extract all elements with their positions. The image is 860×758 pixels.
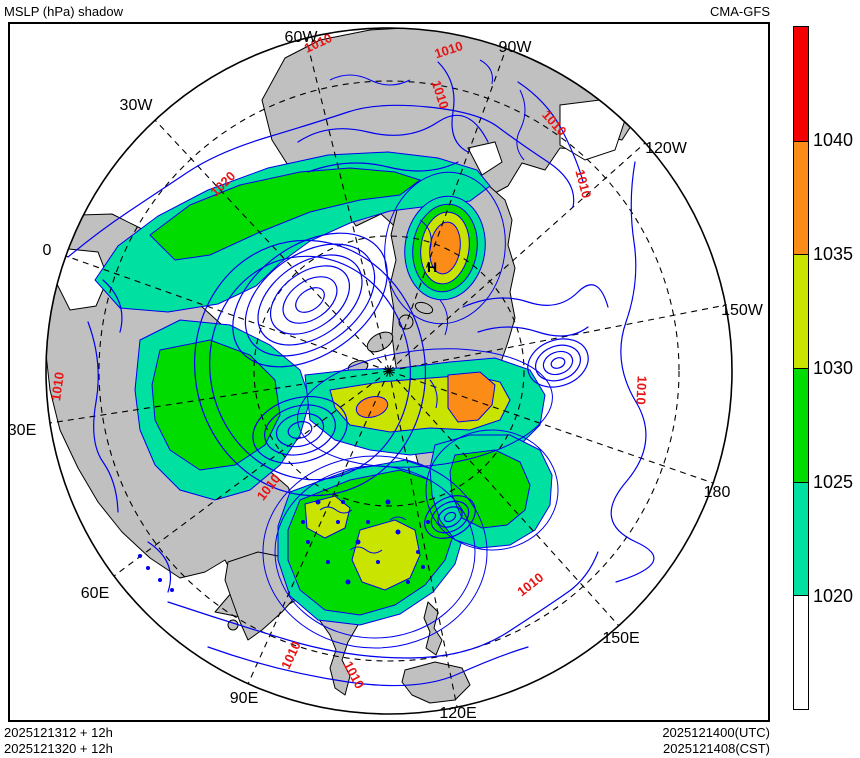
colorbar-tick: 1035 xyxy=(813,244,854,264)
land-borneo xyxy=(401,661,471,704)
valid-time-utc: 2025121400(UTC) xyxy=(662,725,770,740)
map-content: 1010 1010 1010 1010 1010 1020 1010 1010 … xyxy=(46,28,732,714)
init-time-line2: 2025121320 + 12h xyxy=(4,741,113,756)
contour-ring xyxy=(297,348,553,468)
fill-1030-china xyxy=(351,519,421,591)
colorbar-tick: 1020 xyxy=(813,586,854,606)
small-low-rings xyxy=(424,338,589,539)
isobar xyxy=(167,551,599,659)
longitude-labels: 60W 90W 120W 150W 180 150E 120E 90E 60E … xyxy=(8,29,764,722)
isobar xyxy=(462,284,609,308)
colorbar-tick: 1030 xyxy=(813,358,854,378)
page-title: MSLP (hPa) shadow xyxy=(4,4,123,19)
contour-ring xyxy=(262,455,488,649)
valid-time-cst: 2025121408(CST) xyxy=(663,741,770,756)
isobar-label: 1010 xyxy=(572,168,594,200)
arctic-island xyxy=(398,314,414,330)
contour-ring xyxy=(384,171,506,325)
lon-label-150w: 150W xyxy=(721,302,764,319)
pressure-fill-layer xyxy=(94,151,553,626)
map-boundary xyxy=(45,27,733,715)
isobar xyxy=(477,326,589,337)
arctic-island xyxy=(414,301,434,315)
lon-label-60e: 60E xyxy=(81,585,109,602)
contour-speckles xyxy=(138,59,526,592)
isobar xyxy=(610,161,655,583)
colorbar-segment-orange xyxy=(794,140,808,255)
isobar xyxy=(307,161,459,173)
isobar xyxy=(207,646,529,687)
colorbar-tick: 1025 xyxy=(813,472,854,492)
fill-1025-pacific xyxy=(449,449,531,529)
colorbar-segment-green xyxy=(794,368,808,482)
lon-label-60w: 60W xyxy=(285,29,319,46)
lon-label-90w: 90W xyxy=(499,39,533,56)
fill-1035-high2 xyxy=(355,395,389,419)
isobar xyxy=(147,541,172,593)
fill-1025-band xyxy=(149,167,422,261)
isobar-label: 1010 xyxy=(48,371,67,402)
fill-1035-high3 xyxy=(447,371,496,423)
lon-label-150e: 150E xyxy=(602,630,639,647)
lon-label-120w: 120W xyxy=(645,140,688,157)
fill-1030-china2 xyxy=(304,495,351,539)
isobar-label: 1010 xyxy=(633,375,649,405)
isobar xyxy=(437,61,469,153)
colorbar-segment-white xyxy=(794,595,808,710)
sea-notch xyxy=(467,141,503,176)
model-name: CMA-GFS xyxy=(710,4,770,19)
lon-label-30w: 30W xyxy=(120,97,154,114)
low-pressure-rings xyxy=(193,232,427,497)
isobar xyxy=(67,104,575,258)
isobar xyxy=(297,114,489,143)
colorbar-tick: 1040 xyxy=(813,130,854,150)
map-frame xyxy=(8,22,770,722)
graticule xyxy=(49,37,727,708)
colorbar-segment-red xyxy=(794,27,808,141)
isobar xyxy=(87,321,119,513)
isobar xyxy=(102,279,123,333)
isobar-layer xyxy=(67,59,655,687)
lon-label-180: 180 xyxy=(704,484,731,501)
colorbar xyxy=(793,26,809,710)
init-time-line1: 2025121312 + 12h xyxy=(4,725,113,740)
contour-ring xyxy=(425,429,559,551)
lon-label-0: 0 xyxy=(43,242,52,259)
colorbar-segment-springgreen xyxy=(794,481,808,596)
colorbar-segment-yellowgreen xyxy=(794,254,808,369)
lon-label-30e: 30E xyxy=(8,422,36,439)
land-philippines xyxy=(423,601,443,656)
lon-label-120e: 120E xyxy=(439,705,476,722)
high-center-label: H xyxy=(427,259,437,275)
lon-label-90e: 90E xyxy=(230,690,258,707)
isobar xyxy=(517,81,584,183)
